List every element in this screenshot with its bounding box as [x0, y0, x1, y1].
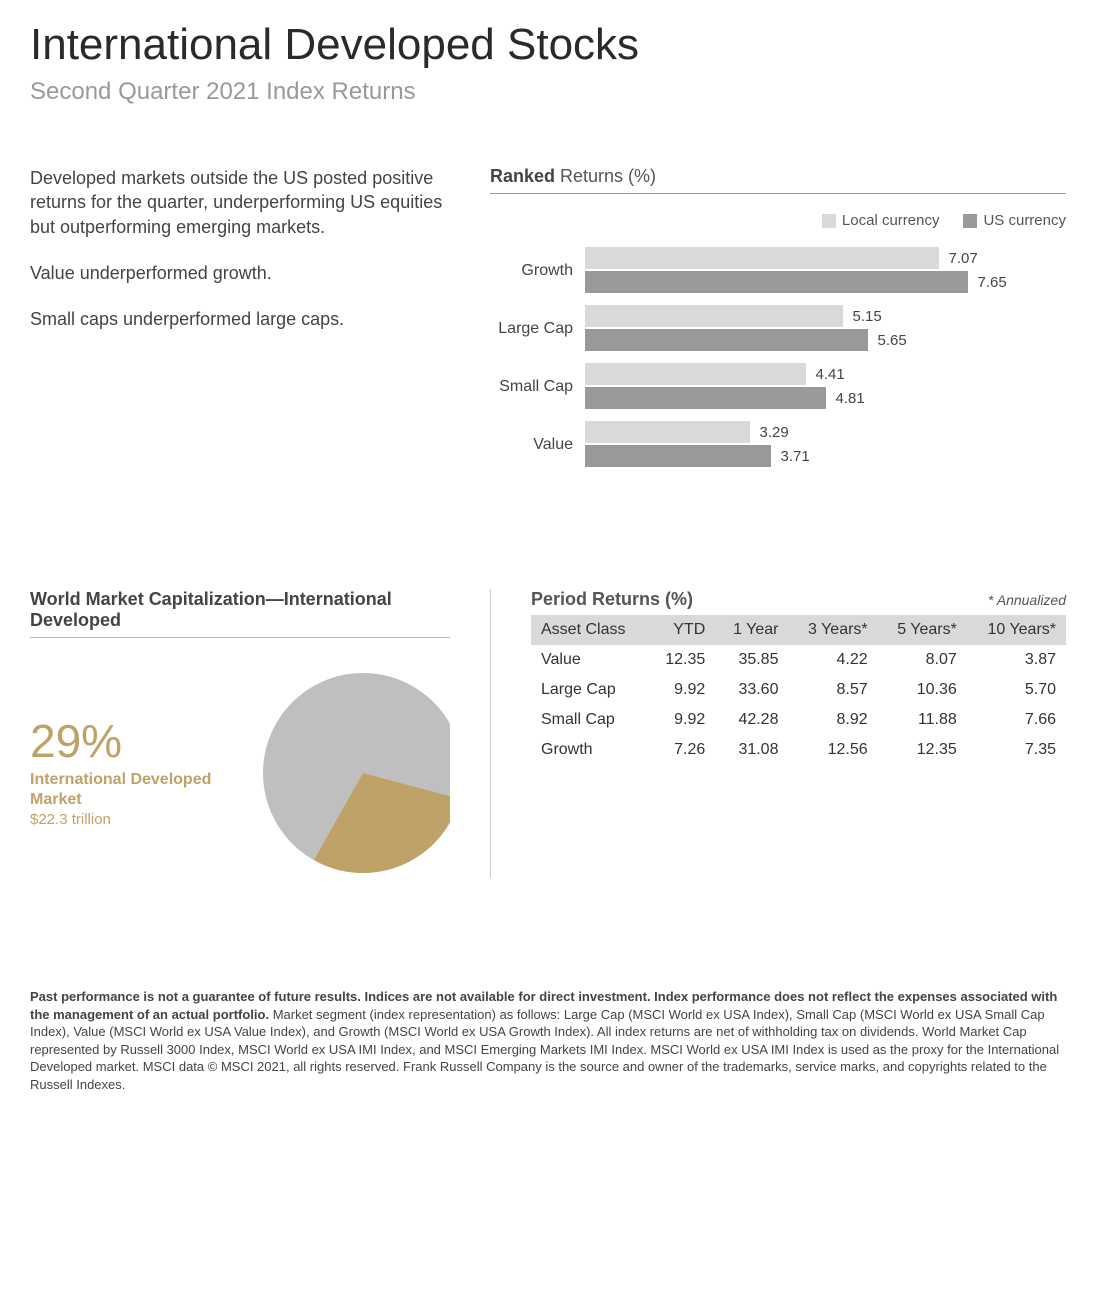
bar-pair: 5.15 5.65 — [585, 305, 1066, 353]
table-cell: 9.92 — [648, 675, 715, 705]
bar-group: Growth 7.07 7.65 — [490, 247, 1066, 295]
table-row: Small Cap9.9242.288.9211.887.66 — [531, 705, 1066, 735]
world-cap-pie-chart — [258, 668, 450, 878]
legend-label: US currency — [983, 212, 1066, 229]
bar — [585, 421, 750, 443]
world-cap-label: International Developed Market — [30, 770, 248, 808]
table-cell: 8.57 — [788, 675, 877, 705]
annualized-note: * Annualized — [988, 592, 1066, 608]
page-subtitle: Second Quarter 2021 Index Returns — [30, 78, 1066, 106]
table-row: Growth7.2631.0812.5612.357.35 — [531, 735, 1066, 765]
summary-paragraph: Developed markets outside the US posted … — [30, 166, 450, 239]
table-cell: 3.87 — [967, 645, 1066, 675]
table-cell: 11.88 — [878, 705, 967, 735]
ranked-returns-chart: Growth 7.07 7.65 Large Cap 5.15 5.65 Small Cap… — [490, 247, 1066, 469]
legend-item: Local currency — [822, 212, 940, 229]
legend-swatch — [963, 214, 977, 228]
bar-row: 7.65 — [585, 271, 1066, 293]
bar-group: Value 3.29 3.71 — [490, 421, 1066, 469]
table-header-cell: YTD — [648, 615, 715, 645]
world-cap-title: World Market Capitalization—Internationa… — [30, 589, 392, 630]
table-cell: 31.08 — [715, 735, 788, 765]
table-cell: 7.66 — [967, 705, 1066, 735]
table-cell: 7.26 — [648, 735, 715, 765]
table-cell: 42.28 — [715, 705, 788, 735]
bar-value: 7.07 — [939, 250, 978, 267]
table-cell: 9.92 — [648, 705, 715, 735]
bar-value: 4.41 — [806, 366, 845, 383]
bar-value: 4.81 — [826, 390, 865, 407]
ranked-returns-title-rest: Returns (%) — [555, 166, 656, 186]
bar-row: 3.71 — [585, 445, 1066, 467]
bar — [585, 271, 968, 293]
summary-paragraph: Value underperformed growth. — [30, 261, 450, 285]
bar-row: 4.81 — [585, 387, 1066, 409]
disclosure-footer: Past performance is not a guarantee of f… — [30, 988, 1066, 1093]
table-cell: 12.35 — [648, 645, 715, 675]
ranked-returns-title: Ranked Returns (%) — [490, 166, 1066, 194]
bar-row: 4.41 — [585, 363, 1066, 385]
world-cap-sub: $22.3 trillion — [30, 811, 248, 828]
bar-value: 5.65 — [868, 332, 907, 349]
table-cell: 33.60 — [715, 675, 788, 705]
bar — [585, 329, 868, 351]
bar-row: 7.07 — [585, 247, 1066, 269]
vertical-divider — [490, 589, 491, 878]
legend-label: Local currency — [842, 212, 940, 229]
bar — [585, 247, 939, 269]
table-header-cell: 3 Years* — [788, 615, 877, 645]
bar — [585, 445, 771, 467]
ranked-returns-title-bold: Ranked — [490, 166, 555, 186]
bar-row: 5.15 — [585, 305, 1066, 327]
world-cap-percent: 29% — [30, 718, 248, 764]
table-row: Value12.3535.854.228.073.87 — [531, 645, 1066, 675]
table-header-row: Asset ClassYTD1 Year3 Years*5 Years*10 Y… — [531, 615, 1066, 645]
table-cell: 35.85 — [715, 645, 788, 675]
ranked-returns-legend: Local currency US currency — [490, 212, 1066, 229]
legend-item: US currency — [963, 212, 1066, 229]
bar-value: 3.71 — [771, 448, 810, 465]
bar-category-label: Small Cap — [490, 378, 585, 396]
bar-category-label: Value — [490, 436, 585, 454]
bar — [585, 363, 806, 385]
table-header-cell: Asset Class — [531, 615, 648, 645]
table-cell: Small Cap — [531, 705, 648, 735]
bar-value: 5.15 — [843, 308, 882, 325]
bar-group: Large Cap 5.15 5.65 — [490, 305, 1066, 353]
bar-group: Small Cap 4.41 4.81 — [490, 363, 1066, 411]
bar-row: 3.29 — [585, 421, 1066, 443]
bar — [585, 305, 843, 327]
table-cell: 4.22 — [788, 645, 877, 675]
table-cell: 8.92 — [788, 705, 877, 735]
table-header-cell: 5 Years* — [878, 615, 967, 645]
bar-value: 7.65 — [968, 274, 1007, 291]
table-row: Large Cap9.9233.608.5710.365.70 — [531, 675, 1066, 705]
bar-category-label: Large Cap — [490, 320, 585, 338]
table-cell: Large Cap — [531, 675, 648, 705]
period-returns-table: Asset ClassYTD1 Year3 Years*5 Years*10 Y… — [531, 615, 1066, 765]
table-cell: 5.70 — [967, 675, 1066, 705]
bar-pair: 3.29 3.71 — [585, 421, 1066, 469]
table-header-cell: 1 Year — [715, 615, 788, 645]
table-cell: 7.35 — [967, 735, 1066, 765]
table-cell: 8.07 — [878, 645, 967, 675]
bar-value: 3.29 — [750, 424, 789, 441]
table-header-cell: 10 Years* — [967, 615, 1066, 645]
bar-category-label: Growth — [490, 262, 585, 280]
table-cell: Value — [531, 645, 648, 675]
bar — [585, 387, 826, 409]
summary-text: Developed markets outside the US posted … — [30, 166, 450, 331]
page-title: International Developed Stocks — [30, 20, 1066, 70]
summary-paragraph: Small caps underperformed large caps. — [30, 307, 450, 331]
legend-swatch — [822, 214, 836, 228]
table-cell: 12.56 — [788, 735, 877, 765]
bar-row: 5.65 — [585, 329, 1066, 351]
table-cell: Growth — [531, 735, 648, 765]
table-cell: 10.36 — [878, 675, 967, 705]
bar-pair: 4.41 4.81 — [585, 363, 1066, 411]
period-returns-title: Period Returns (%) — [531, 589, 693, 609]
bar-pair: 7.07 7.65 — [585, 247, 1066, 295]
table-cell: 12.35 — [878, 735, 967, 765]
